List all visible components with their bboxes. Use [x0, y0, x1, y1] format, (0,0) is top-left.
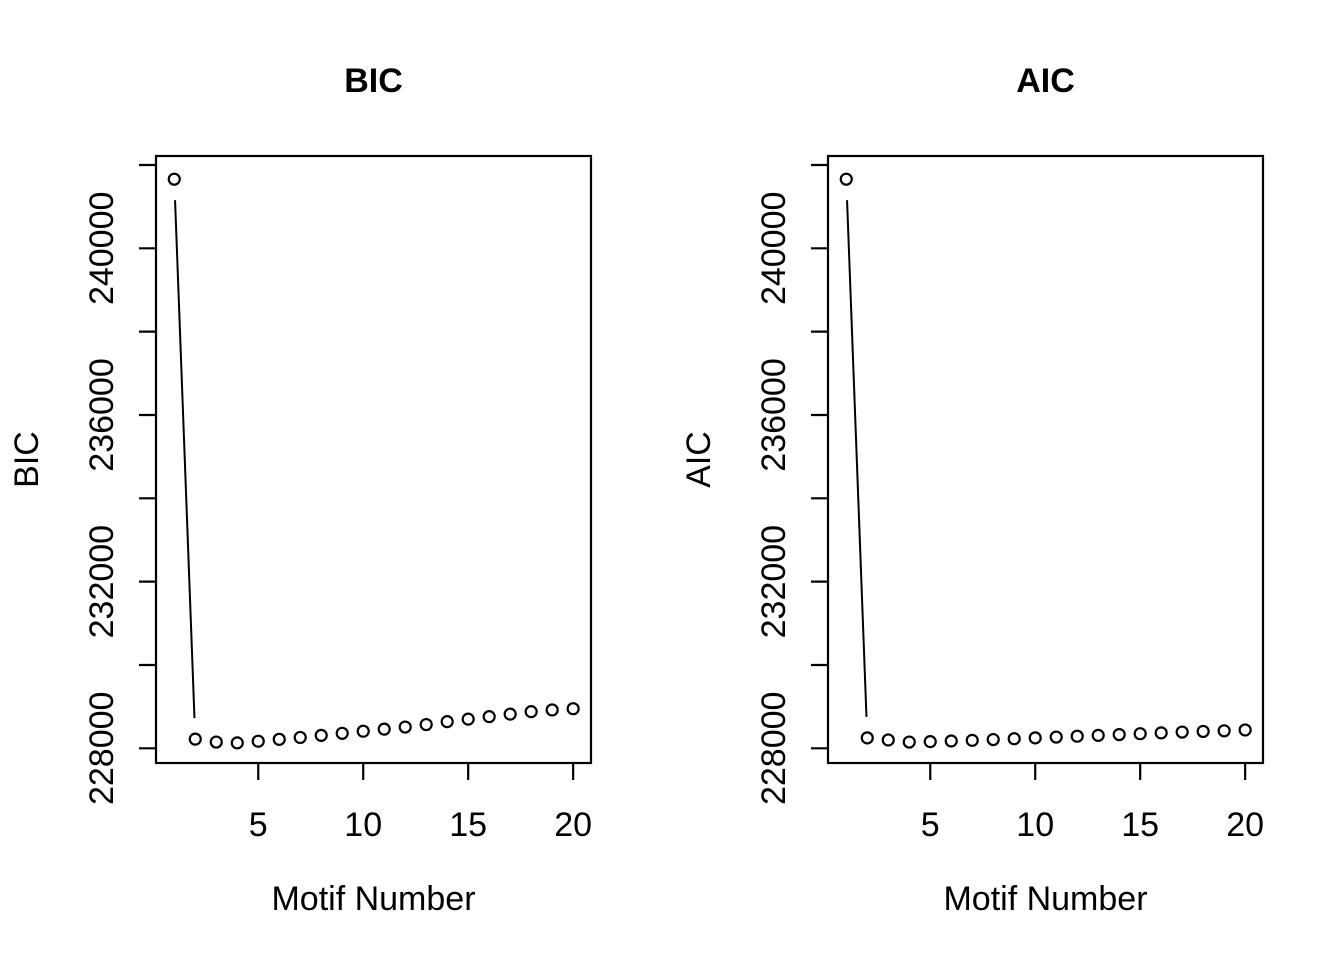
data-point: [251, 734, 265, 748]
data-point: [1070, 729, 1084, 743]
data-point: [923, 735, 937, 749]
data-point: [965, 733, 979, 747]
x-tick-label: 15: [1121, 806, 1159, 844]
data-point: [398, 720, 412, 734]
data-point: [482, 710, 496, 724]
y-tick-label: 232000: [83, 525, 121, 638]
data-point: [1133, 727, 1147, 741]
x-tick-label: 10: [344, 806, 382, 844]
data-point: [356, 724, 370, 738]
data-point: [860, 731, 874, 745]
y-tick-label: 236000: [83, 358, 121, 471]
data-point: [986, 732, 1000, 747]
bic-x-axis-title: Motif Number: [271, 880, 475, 918]
aic-plot-panel: AIC AIC Motif Number 228000 232000 236000 2…: [672, 0, 1344, 960]
data-point: [1049, 730, 1063, 744]
data-point: [230, 736, 244, 750]
data-point: [314, 728, 328, 742]
x-tick-label: 10: [1016, 806, 1054, 844]
series-segment: [174, 200, 196, 719]
data-point: [461, 712, 475, 726]
data-point: [1196, 724, 1210, 739]
data-point: [188, 732, 202, 746]
bic-plot-title: BIC: [344, 62, 403, 100]
data-point: [335, 726, 349, 740]
data-point: [524, 705, 538, 719]
data-point: [377, 722, 391, 736]
plot-box: [154, 154, 593, 765]
data-point: [293, 730, 307, 745]
x-tick-label: 5: [249, 806, 268, 844]
y-tick-label: 228000: [83, 692, 121, 805]
data-point: [209, 735, 223, 749]
plot-box: [826, 154, 1265, 765]
data-point: [503, 707, 517, 721]
bic-plot-area: 228000 232000 236000 240000 5 10 15 20: [83, 154, 593, 844]
data-point: [881, 733, 895, 747]
data-point: [545, 703, 559, 717]
data-point: [944, 734, 958, 748]
aic-plot-title: AIC: [1016, 62, 1075, 100]
data-point: [902, 735, 916, 749]
data-point: [1175, 725, 1189, 739]
series-segment: [846, 200, 868, 717]
data-point: [839, 172, 853, 186]
aic-plot-svg: AIC AIC Motif Number 2280002320002360002…: [680, 62, 1265, 918]
bic-plot-panel: BIC BIC Motif Number 228000 232000 236000 2…: [8, 62, 593, 918]
data-point: [272, 732, 286, 746]
x-tick-label: 20: [1226, 806, 1264, 844]
y-tick-label: 228000: [755, 692, 793, 805]
aic-x-axis-title: Motif Number: [943, 880, 1147, 918]
bic-plot-svg: BIC BIC Motif Number 2280002320002360002…: [8, 62, 593, 918]
aic-plot-area: 228000 232000 236000 240000 5 10 15 20: [755, 154, 1265, 844]
data-point: [1217, 724, 1231, 738]
y-tick-label: 240000: [83, 192, 121, 305]
data-point: [566, 702, 580, 716]
data-point: [1028, 731, 1042, 745]
data-point: [419, 717, 433, 732]
aic-y-axis-title: AIC: [680, 431, 718, 488]
data-point: [167, 172, 181, 186]
data-point: [1091, 728, 1105, 742]
data-point: [1238, 723, 1252, 737]
data-point: [440, 715, 454, 729]
x-tick-label: 20: [554, 806, 592, 844]
x-tick-label: 5: [921, 806, 940, 844]
data-point: [1154, 726, 1168, 740]
y-tick-label: 240000: [755, 192, 793, 305]
bic-y-axis-title: BIC: [8, 431, 46, 488]
x-tick-label: 15: [449, 806, 487, 844]
y-tick-label: 236000: [755, 358, 793, 471]
data-point: [1112, 727, 1126, 742]
y-tick-label: 232000: [755, 525, 793, 638]
data-point: [1007, 732, 1021, 746]
